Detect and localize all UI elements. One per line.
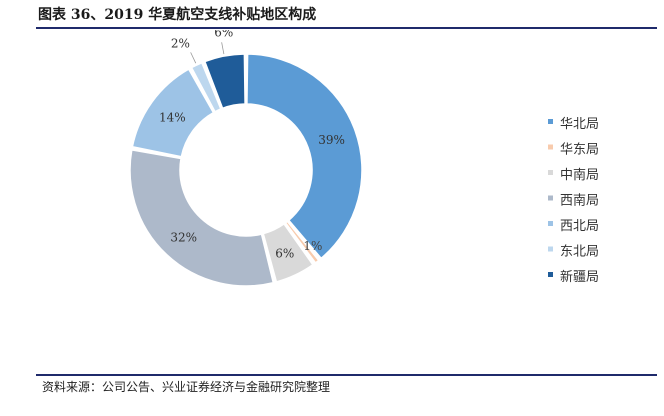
donut-slice-4 [129, 148, 275, 287]
donut-slice-7 [203, 53, 246, 110]
slice-label-5: 14% [159, 111, 186, 125]
donut-slice-3 [262, 222, 314, 283]
donut-slice-2 [284, 220, 320, 264]
source-note: 资料来源：公司公告、兴业证券经济与金融研究院整理 [42, 380, 331, 394]
slice-label-7: 6% [214, 30, 233, 39]
legend-label-5: 西北局 [560, 219, 599, 234]
slice-label-1: 39% [318, 133, 345, 147]
legend-label-6: 东北局 [560, 245, 599, 260]
legend-swatch-1 [548, 119, 553, 124]
legend-swatch-6 [548, 246, 553, 252]
legend-swatch-7 [548, 272, 553, 277]
slice-labels: 39% 1% 6% 32% 14% 2% 6% [159, 30, 345, 260]
chart-title: 图表 36、2019 华夏航空支线补贴地区构成 [38, 7, 317, 23]
donut-slice-6 [190, 61, 222, 113]
legend-swatch-3 [548, 170, 553, 175]
donut-slice-5 [131, 68, 215, 158]
slice-label-2: 1% [303, 239, 322, 253]
source-rule [36, 374, 657, 376]
legend-label-7: 新疆局 [560, 269, 599, 285]
donut-slices [129, 53, 363, 287]
legend-swatch-4 [548, 195, 553, 201]
legend-label-4: 西南局 [560, 193, 599, 209]
donut-slice-1 [246, 53, 363, 260]
legend-swatch-5 [548, 221, 553, 226]
slice-label-4: 32% [170, 230, 197, 244]
leader-line-7 [221, 42, 225, 55]
legend-swatch-2 [548, 144, 553, 150]
slice-label-6: 2% [171, 36, 190, 50]
legend-label-2: 华东局 [560, 143, 599, 158]
legend-label-3: 中南局 [560, 167, 599, 183]
legend-label-1: 华北局 [560, 117, 599, 132]
title-rule [36, 27, 657, 29]
slice-label-3: 6% [275, 246, 294, 260]
leader-line-6 [190, 52, 197, 64]
